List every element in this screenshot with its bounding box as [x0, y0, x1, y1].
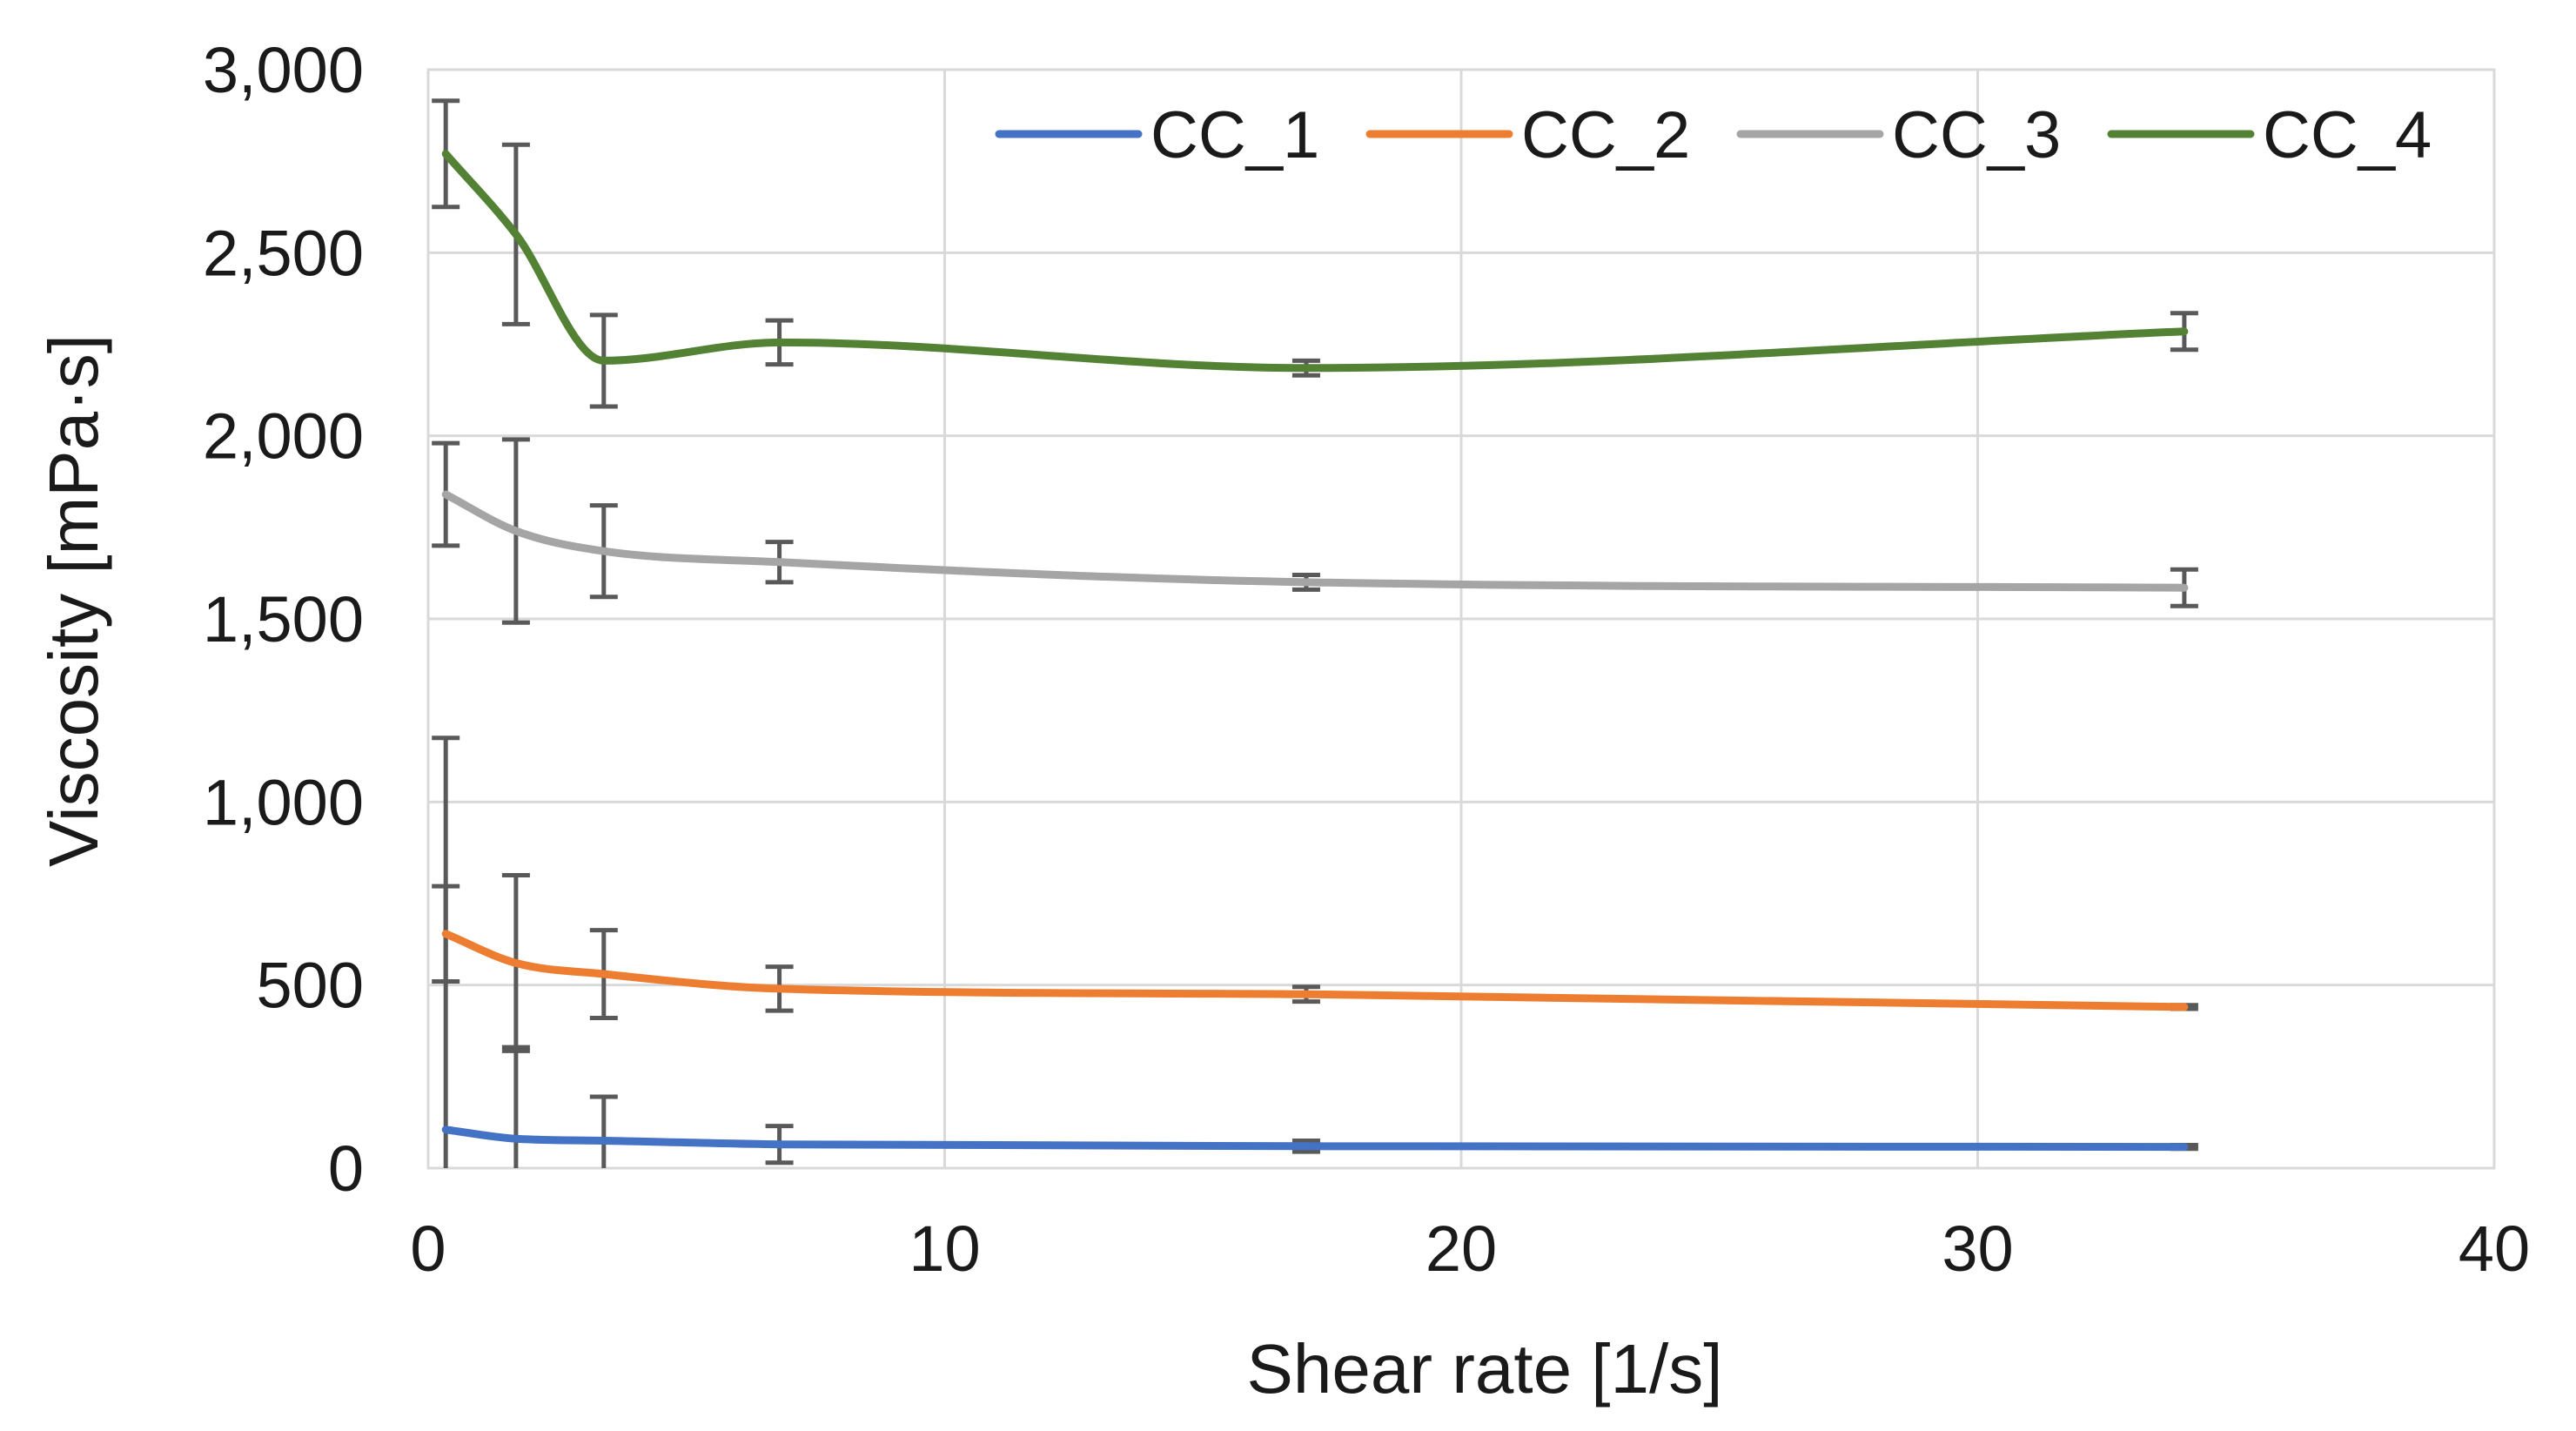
x-tick-label: 0	[410, 1213, 446, 1285]
series-line-cc-4[interactable]	[441, 150, 2189, 373]
y-tick-label: 2,500	[203, 217, 364, 289]
y-tick-label: 3,000	[203, 34, 364, 106]
y-tick-label: 0	[328, 1132, 364, 1205]
error-bar-cc-1	[501, 1045, 530, 1168]
x-tick-label: 40	[2459, 1213, 2530, 1285]
x-tick-label: 20	[1426, 1213, 1497, 1285]
x-tick-label: 30	[1942, 1213, 2013, 1285]
legend-label: CC_3	[1892, 98, 2061, 172]
legend-label: CC_2	[1521, 98, 1690, 172]
y-tick-label: 1,500	[203, 583, 364, 655]
plot-area-border	[426, 68, 2496, 1170]
x-axis-title: Shear rate [1/s]	[1247, 1330, 1723, 1407]
series-line-cc-1[interactable]	[441, 1125, 2189, 1152]
legend-label: CC_1	[1150, 98, 1319, 172]
series-layer	[441, 150, 2189, 1152]
y-tick-label: 2,000	[203, 400, 364, 473]
series-line-cc-3[interactable]	[441, 490, 2189, 592]
legend-entry-cc-1[interactable]: CC_1	[995, 98, 1319, 172]
y-axis-title: Viscosity [mPa·s]	[35, 334, 112, 867]
y-tick-label: 1,000	[203, 766, 364, 838]
x-tick-label: 10	[909, 1213, 980, 1285]
legend-entry-cc-2[interactable]: CC_2	[1365, 98, 1690, 172]
tick-labels: 0 500 1,000 1,500 2,000 2,500 3,000 0 10 20 30 40	[203, 34, 2530, 1285]
y-tick-label: 500	[257, 950, 364, 1022]
legend-entry-cc-4[interactable]: CC_4	[2107, 98, 2432, 172]
grid-layer	[426, 68, 2496, 1170]
legend-label: CC_4	[2263, 98, 2432, 172]
series-line-cc-2[interactable]	[441, 930, 2189, 1011]
error-bar-cc-1	[589, 1094, 618, 1168]
legend-entry-cc-3[interactable]: CC_3	[1736, 98, 2061, 172]
error-bar-layer	[432, 98, 2198, 1168]
legend[interactable]: CC_1 CC_2 CC_3 CC_4	[995, 98, 2432, 172]
